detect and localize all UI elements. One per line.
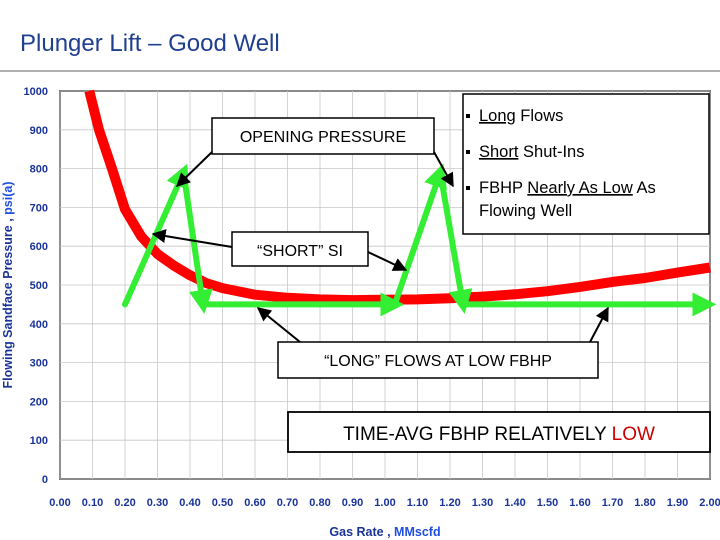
long-flows-arrow-left	[256, 307, 301, 343]
opening-pressure-label: OPENING PRESSURE	[240, 129, 406, 146]
short-si-arrow-right	[367, 251, 408, 271]
time-avg-box	[287, 411, 711, 453]
y-tick-label: 600	[30, 241, 48, 253]
time-avg-accent: LOW	[612, 424, 655, 445]
x-tick-label: 0.90	[342, 497, 363, 509]
x-tick-label: 1.40	[504, 497, 525, 509]
bullet-text: As	[633, 179, 656, 197]
bullet-text: Flowing Well	[479, 202, 572, 220]
opening-pressure-box	[211, 117, 435, 155]
x-tick-label: 0.80	[309, 497, 330, 509]
slide-title: Plunger Lift – Good Well	[20, 30, 280, 57]
cycle-segment	[180, 169, 213, 314]
y-tick-label: 200	[30, 396, 48, 408]
x-tick-label: 0.40	[179, 497, 200, 509]
cycle-segment	[391, 163, 447, 308]
x-tick-labels: 0.00 0.10 0.20 0.30 0.40 0.50 0.60 0.70 0.80 0.90…	[49, 497, 720, 509]
x-tick-label: 1.90	[667, 497, 688, 509]
x-tick-label: 1.80	[634, 497, 655, 509]
bullet-item: FBHP Nearly As Low As	[479, 179, 656, 197]
bullet-marker	[466, 186, 470, 190]
cycle-segment	[437, 169, 473, 314]
x-axis-label: Gas Rate , MMscfd	[329, 525, 440, 539]
bullet-marker	[466, 114, 470, 118]
y-tick-label: 900	[30, 125, 48, 137]
opening-pressure-arrow-right	[433, 151, 454, 188]
x-tick-label: 0.70	[277, 497, 298, 509]
long-flows-arrow-right	[589, 306, 609, 343]
x-tick-label: 0.20	[114, 497, 135, 509]
x-tick-label: 1.50	[537, 497, 558, 509]
pressure-curve	[84, 89, 711, 306]
x-tick-label: 0.50	[212, 497, 233, 509]
x-tick-label: 0.60	[244, 497, 265, 509]
short-si-label: “SHORT” SI	[257, 243, 343, 260]
bullet-text: Nearly As Low	[527, 179, 633, 197]
bullet-text: Short	[479, 143, 519, 161]
bullet-text: Shut-Ins	[518, 143, 584, 161]
x-tick-label: 0.30	[147, 497, 168, 509]
short-si-box	[231, 231, 369, 267]
long-flows-label: “LONG” FLOWS AT LOW FBHP	[324, 353, 552, 370]
y-tick-label: 300	[30, 358, 48, 370]
y-tick-label: 400	[30, 319, 48, 331]
x-tick-label: 1.70	[602, 497, 623, 509]
bullet-text: Long	[479, 107, 516, 125]
x-tick-label: 1.30	[472, 497, 493, 509]
x-tick-label: 1.60	[569, 497, 590, 509]
y-tick-label: 500	[30, 280, 48, 292]
opening-pressure-arrow-left	[175, 151, 213, 187]
x-tick-label: 2.00	[699, 497, 720, 509]
y-tick-label: 800	[30, 164, 48, 176]
bullet-item: Flowing Well	[479, 202, 572, 220]
x-tick-label: 0.10	[82, 497, 103, 509]
y-tick-label: 100	[30, 435, 48, 447]
title-divider	[0, 70, 720, 72]
short-si-arrow-left	[151, 229, 233, 248]
time-avg-label: TIME-AVG FBHP RELATIVELY LOW	[343, 424, 655, 445]
bullet-text: Flows	[516, 107, 564, 125]
y-tick-label: 700	[30, 202, 48, 214]
y-tick-labels: 0 100 200 300 400 500 600 700 800 900 1000	[24, 86, 48, 486]
x-tick-label: 1.20	[439, 497, 460, 509]
y-axis-label: Flowing Sandface Pressure , psi(a)	[1, 181, 15, 388]
x-tick-label: 1.00	[374, 497, 395, 509]
y-tick-label: 1000	[24, 86, 48, 98]
bullet-item: Long Flows	[479, 107, 563, 125]
bullet-box	[462, 93, 710, 235]
bullet-list: Long Flows Short Shut-Ins FBHP Nearly As L…	[466, 107, 656, 220]
x-tick-label: 0.00	[49, 497, 70, 509]
long-flows-box	[277, 341, 599, 379]
x-tick-label: 1.10	[407, 497, 428, 509]
bullet-item: Short Shut-Ins	[479, 143, 584, 161]
bullet-text: FBHP	[479, 179, 527, 197]
bullet-marker	[466, 150, 470, 154]
y-tick-label: 0	[42, 474, 48, 486]
